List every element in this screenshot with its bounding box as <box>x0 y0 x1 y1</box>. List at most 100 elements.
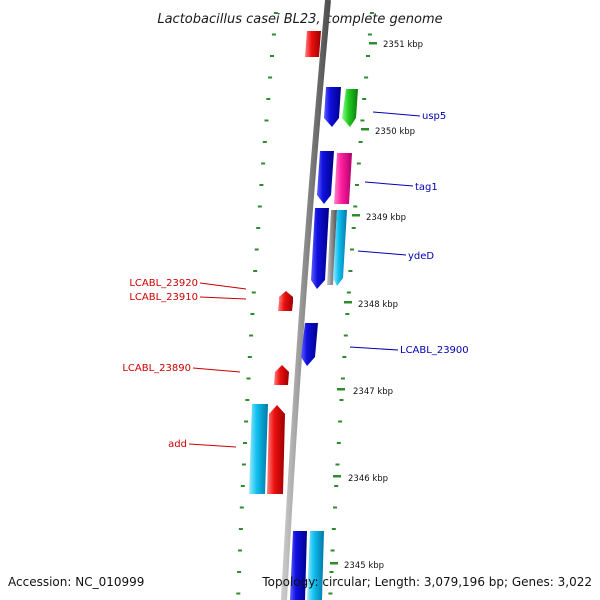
kbp-tick <box>361 128 369 131</box>
guide-dot <box>243 442 247 444</box>
leader-line-usp5 <box>372 111 421 117</box>
kbp-label: 2346 kbp <box>348 474 388 484</box>
guide-dot <box>270 55 274 57</box>
guide-dot <box>245 399 250 401</box>
kbp-tick <box>333 475 341 478</box>
gene-feature-lcabl-23890 <box>274 365 289 385</box>
guide-dot <box>367 33 372 36</box>
guide-dot <box>257 205 262 208</box>
topology-text: Topology: circular; Length: 3,079,196 bp… <box>261 575 592 589</box>
guide-dot <box>333 506 337 509</box>
guide-dot <box>338 420 343 423</box>
gene-feature-cyan-add <box>249 404 268 494</box>
guide-dot <box>342 356 347 358</box>
reverse-strand-features <box>249 291 293 494</box>
accession-text: Accession: NC_010999 <box>8 575 144 589</box>
guide-dot <box>264 119 269 122</box>
kbp-tick <box>369 42 377 45</box>
gene-label-lcabl-23900[interactable]: LCABL_23900 <box>400 345 469 356</box>
kbp-tick <box>337 388 345 391</box>
guide-dot <box>244 420 249 423</box>
guide-dot <box>336 442 341 444</box>
map-title: Lactobacillus casei BL23, complete genom… <box>157 12 442 27</box>
guide-dot <box>351 227 356 229</box>
guide-dot <box>238 549 242 552</box>
guide-dot <box>339 399 344 401</box>
guide-dot <box>262 141 267 143</box>
guide-dot <box>261 162 266 165</box>
gene-label-add[interactable]: add <box>168 439 187 450</box>
gene-label-usp5[interactable]: usp5 <box>422 111 446 122</box>
kbp-label: 2345 kbp <box>344 561 384 571</box>
guide-dot <box>266 98 271 100</box>
guide-dot <box>355 184 359 186</box>
guide-dot <box>350 248 354 251</box>
guide-dot <box>240 485 245 487</box>
gene-label-tag1[interactable]: tag1 <box>415 182 438 193</box>
guide-dot <box>366 55 370 57</box>
gene-feature-lcabl-23900 <box>301 323 318 366</box>
kbp-ticks: 2351 kbp 2350 kbp 2349 kbp 2348 kbp 2347… <box>330 40 423 571</box>
guide-dot <box>250 313 255 315</box>
leader-line-ydeD <box>357 250 407 256</box>
gene-label-lcabl-23920[interactable]: LCABL_23920 <box>129 278 198 289</box>
kbp-label: 2347 kbp <box>353 387 393 397</box>
gene-feature-blue-2350 <box>324 87 341 127</box>
guide-dot <box>364 76 369 79</box>
kbp-tick <box>352 214 360 217</box>
guide-dot <box>239 506 244 509</box>
kbp-label: 2350 kbp <box>375 127 415 137</box>
guide-dot <box>353 205 358 208</box>
kbp-tick <box>344 301 352 304</box>
gene-feature-ydeD <box>333 210 347 286</box>
guide-dot <box>345 313 350 315</box>
guide-dot <box>256 227 261 229</box>
genome-backbone <box>281 0 331 600</box>
guide-dot <box>343 334 348 337</box>
gene-feature-cyan-2345 <box>307 531 324 600</box>
gene-feature-top-red <box>305 31 321 57</box>
guide-dot <box>356 162 361 165</box>
kbp-label: 2351 kbp <box>383 40 423 50</box>
guide-dot <box>241 463 246 466</box>
gene-feature-blue-tag1 <box>317 151 334 204</box>
guide-dot <box>237 571 242 573</box>
guide-dot <box>268 76 273 79</box>
guide-dot <box>246 377 251 380</box>
leader-line-add <box>188 443 237 448</box>
gene-feature-grey-ydeD <box>327 210 337 285</box>
left-gene-labels: LCABL_23920 LCABL_23910 LCABL_23890 add <box>122 278 247 450</box>
guide-dot <box>330 549 335 552</box>
gene-label-lcabl-23890[interactable]: LCABL_23890 <box>122 363 191 374</box>
guide-dot <box>253 270 258 272</box>
guide-dot <box>358 141 363 143</box>
gene-label-lcabl-23910[interactable]: LCABL_23910 <box>129 292 198 303</box>
right-gene-labels: usp5 tag1 ydeD LCABL_23900 <box>349 111 469 356</box>
gene-feature-add <box>267 405 285 494</box>
kbp-label: 2349 kbp <box>366 213 406 223</box>
guide-dot <box>251 291 256 294</box>
gene-label-ydeD[interactable]: ydeD <box>408 251 434 262</box>
kbp-label: 2348 kbp <box>358 300 398 310</box>
leader-line-lcabl-23910 <box>199 296 247 300</box>
guide-dot <box>340 377 345 380</box>
gene-feature-lcabl-23920 <box>279 291 293 302</box>
guide-dot <box>328 592 333 595</box>
guide-dots <box>236 12 374 595</box>
leader-line-lcabl-23900 <box>349 346 399 351</box>
guide-dot <box>362 98 367 100</box>
guide-dot <box>369 12 374 14</box>
guide-dot <box>273 12 278 14</box>
leader-line-lcabl-23890 <box>192 367 241 373</box>
guide-dot <box>236 592 241 595</box>
guide-dot <box>346 291 351 294</box>
guide-dot <box>249 334 254 337</box>
guide-dot <box>329 571 334 573</box>
leader-line-tag1 <box>364 181 414 187</box>
guide-dot <box>254 248 259 251</box>
guide-dot <box>271 33 276 36</box>
guide-dot <box>331 528 336 530</box>
forward-strand-features <box>290 31 358 600</box>
guide-dot <box>259 184 264 186</box>
